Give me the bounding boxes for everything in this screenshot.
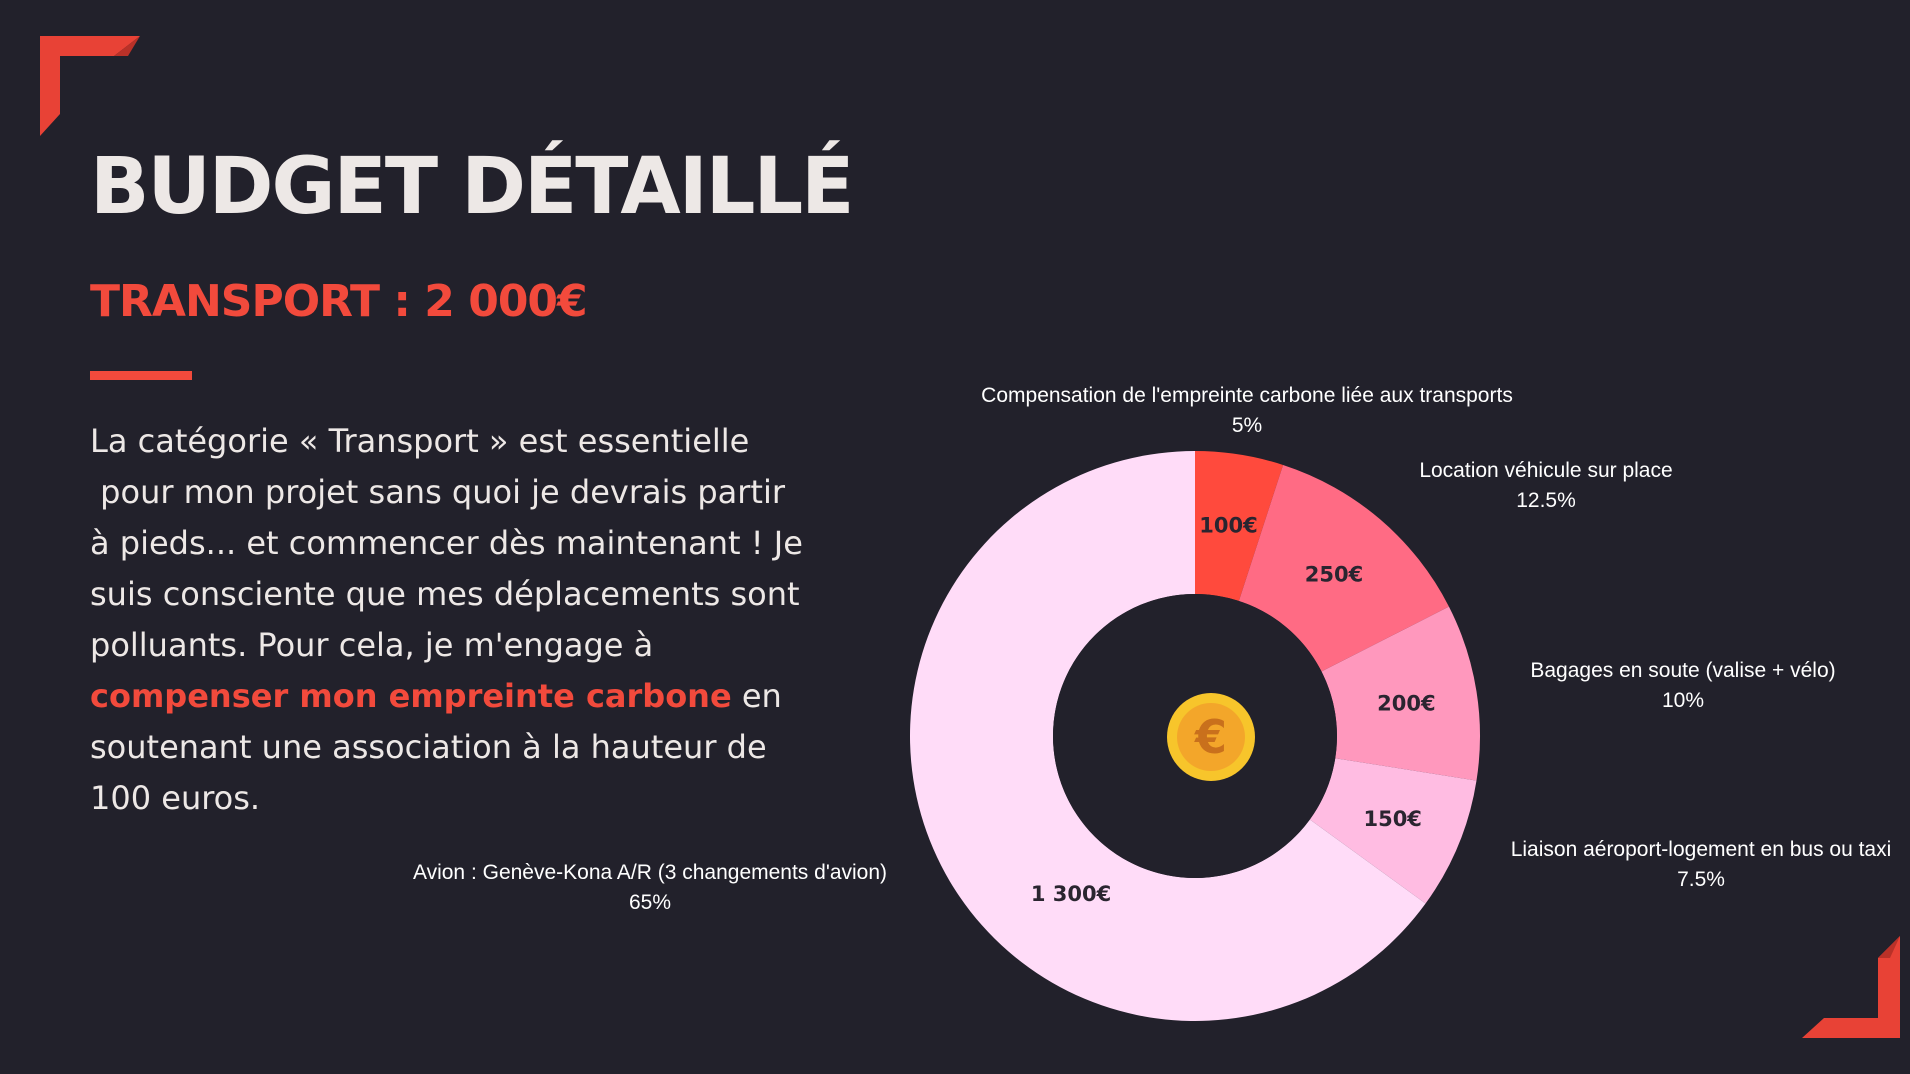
slice-percent-label: 10% (1662, 689, 1704, 712)
slice-value-label: 250€ (1305, 562, 1363, 586)
donut-slice (1309, 758, 1477, 904)
donut-slice (910, 451, 1426, 1021)
section-subtitle: TRANSPORT : 2 000€ (90, 276, 588, 327)
body-line: polluants. Pour cela, je m'engage à (90, 626, 654, 664)
svg-text:€: € (1194, 710, 1227, 764)
slice-category-label: Location véhicule sur place (1419, 459, 1672, 482)
highlight-text: compenser mon empreinte carbone (90, 677, 732, 715)
slice-category-label: Bagages en soute (valise + vélo) (1530, 659, 1835, 682)
body-line: suis consciente que mes déplacements son… (90, 575, 800, 613)
slice-percent-label: 12.5% (1516, 489, 1576, 512)
slice-value-label: 1 300€ (1031, 882, 1111, 906)
slice-percent-label: 65% (629, 891, 671, 914)
euro-coin-icon: € (1167, 693, 1255, 781)
accent-divider (90, 371, 192, 380)
page-title: BUDGET DÉTAILLÉ (90, 142, 854, 232)
body-line: soutenant une association à la hauteur d… (90, 728, 767, 766)
body-paragraph: La catégorie « Transport » est essentiel… (90, 416, 860, 824)
slice-value-label: 150€ (1363, 807, 1421, 831)
slice-value-label: 200€ (1377, 692, 1435, 716)
slice-category-label: Compensation de l'empreinte carbone liée… (981, 384, 1513, 407)
body-line: en (731, 677, 782, 715)
body-line: pour mon projet sans quoi je devrais par… (90, 473, 786, 511)
slice-percent-label: 7.5% (1677, 868, 1725, 891)
corner-decoration-bottom-right (1802, 936, 1900, 1038)
corner-decoration-top-left (40, 36, 140, 136)
slice-value-label: 100€ (1199, 514, 1257, 538)
body-line: à pieds... et commencer dès maintenant !… (90, 524, 803, 562)
slice-category-label: Liaison aéroport-logement en bus ou taxi (1511, 838, 1892, 861)
donut-slice (1238, 464, 1449, 672)
body-line: La catégorie « Transport » est essentiel… (90, 422, 750, 460)
donut-slice (1321, 606, 1481, 781)
slice-category-label: Avion : Genève-Kona A/R (3 changements d… (413, 861, 887, 884)
body-line: 100 euros. (90, 779, 261, 817)
donut-slice (1195, 451, 1284, 601)
slice-percent-label: 5% (1232, 414, 1262, 437)
